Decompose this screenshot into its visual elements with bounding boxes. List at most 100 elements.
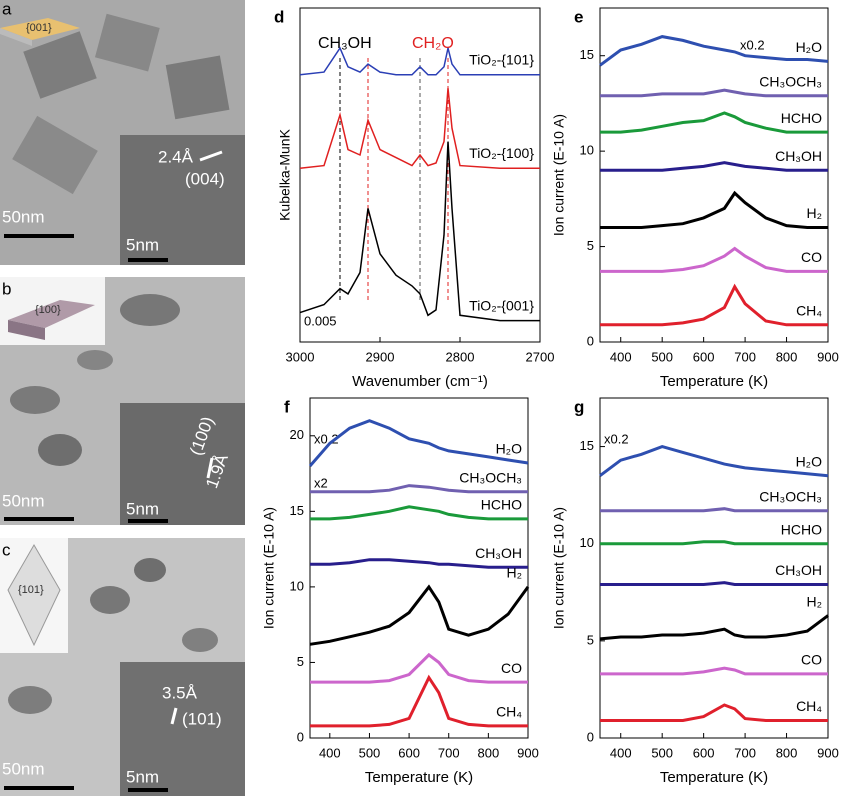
x-axis-label: Temperature (K) xyxy=(660,769,768,786)
x-tick-label: 2900 xyxy=(366,349,395,364)
series-line xyxy=(600,540,828,546)
series-label: H₂O xyxy=(796,39,823,55)
series-label: CH₃OCH₃ xyxy=(759,488,822,504)
x-tick-label: 900 xyxy=(817,349,839,364)
x-axis-label: Wavenumber (cm⁻¹) xyxy=(352,373,488,390)
x-tick-label: 2800 xyxy=(446,349,475,364)
x-tick-label: 500 xyxy=(359,745,381,760)
x-axis-label: Temperature (K) xyxy=(365,769,473,786)
scale-bar-label: 50nm xyxy=(2,759,45,778)
tem-panel-a xyxy=(0,0,245,265)
facet-label: {100} xyxy=(35,304,61,316)
series-label: CH₃OCH₃ xyxy=(759,73,822,89)
y-axis-label: Ion current (E-10 A) xyxy=(261,507,277,629)
x-tick-label: 600 xyxy=(693,745,715,760)
lattice-spacing: 3.5Å xyxy=(162,683,198,702)
panel-label: e xyxy=(574,7,583,26)
series-line xyxy=(310,674,528,728)
annotation: x0.2 xyxy=(604,431,629,446)
series-label: H₂O xyxy=(796,453,823,469)
series-line xyxy=(310,484,528,494)
series-line xyxy=(600,111,828,134)
tem-panel-c xyxy=(0,538,245,796)
scale-bar-label: 50nm xyxy=(2,207,45,226)
x-tick-label: 400 xyxy=(610,349,632,364)
series-label: CO xyxy=(801,652,822,668)
panel-label: g xyxy=(574,397,584,416)
series-label: CH₄ xyxy=(496,704,522,720)
series-label: TiO₂-{001} xyxy=(469,297,534,313)
annotation: x0.2 xyxy=(740,37,765,52)
scale-bar-label: 50nm xyxy=(2,491,45,510)
x-tick-label: 600 xyxy=(693,349,715,364)
y-tick-label: 20 xyxy=(290,427,304,442)
series-line xyxy=(299,88,540,170)
series-label: CH₄ xyxy=(796,303,822,319)
tem-panel-b xyxy=(0,277,245,525)
series-line xyxy=(299,46,540,76)
y-tick-label: 0 xyxy=(297,729,304,744)
x-tick-label: 800 xyxy=(776,745,798,760)
series-label: CH₃OCH₃ xyxy=(459,469,522,485)
x-tick-label: 900 xyxy=(517,745,539,760)
series-line xyxy=(600,190,828,229)
series-label: H₂ xyxy=(806,205,822,221)
x-tick-label: 600 xyxy=(398,745,420,760)
y-tick-label: 0 xyxy=(587,729,594,744)
x-tick-label: 2700 xyxy=(526,349,555,364)
annotation: CH₃OH xyxy=(318,35,372,52)
series-label: HCHO xyxy=(781,110,822,126)
x-tick-label: 500 xyxy=(651,349,673,364)
series-label: CH₃OH xyxy=(775,562,822,578)
annotation: 0.005 xyxy=(304,313,337,328)
facet-label: {001} xyxy=(26,22,52,34)
panel-label: c xyxy=(2,540,11,559)
plot-frame xyxy=(299,7,541,343)
annotation: CH₂O xyxy=(412,35,454,52)
y-tick-label: 15 xyxy=(580,47,594,62)
x-tick-label: 400 xyxy=(610,745,632,760)
annotation: x2 xyxy=(314,475,328,490)
panel-label: a xyxy=(2,0,12,18)
x-axis-label: Temperature (K) xyxy=(660,373,768,390)
y-tick-label: 10 xyxy=(580,143,594,158)
y-tick-label: 15 xyxy=(580,438,594,453)
series-line xyxy=(309,584,530,646)
series-line xyxy=(600,507,828,513)
series-label: HCHO xyxy=(481,497,522,513)
lattice-spacing: 2.4Å xyxy=(158,147,194,166)
series-line xyxy=(310,505,528,521)
inset-scale-label: 5nm xyxy=(126,767,159,786)
series-label: H₂ xyxy=(506,565,522,581)
y-tick-label: 10 xyxy=(290,578,304,593)
series-line xyxy=(299,141,540,322)
lattice-plane: (101) xyxy=(182,709,222,728)
series-label: CO xyxy=(801,249,822,265)
series-label: H₂O xyxy=(496,441,523,457)
panel-label: d xyxy=(274,7,284,26)
x-tick-label: 900 xyxy=(817,745,839,760)
inset-scale-label: 5nm xyxy=(126,235,159,254)
series-line xyxy=(600,666,828,676)
series-label: H₂ xyxy=(806,593,822,609)
x-tick-label: 3000 xyxy=(286,349,315,364)
x-tick-label: 400 xyxy=(319,745,341,760)
x-tick-label: 700 xyxy=(734,745,756,760)
series-line xyxy=(599,614,829,641)
panel-label: f xyxy=(284,397,290,416)
series-line xyxy=(600,283,828,327)
series-line xyxy=(310,558,528,569)
x-tick-label: 700 xyxy=(438,745,460,760)
x-tick-label: 800 xyxy=(478,745,500,760)
series-line xyxy=(600,246,828,273)
y-tick-label: 5 xyxy=(587,632,594,647)
series-label: CH₃OH xyxy=(475,545,522,561)
y-axis-label: Ion current (E-10 A) xyxy=(551,114,567,236)
series-label: TiO₂-{100} xyxy=(469,145,534,161)
series-label: CH₄ xyxy=(796,698,822,714)
series-line xyxy=(600,88,828,98)
series-label: TiO₂-{101} xyxy=(469,52,534,68)
lattice-plane: (004) xyxy=(185,169,225,188)
